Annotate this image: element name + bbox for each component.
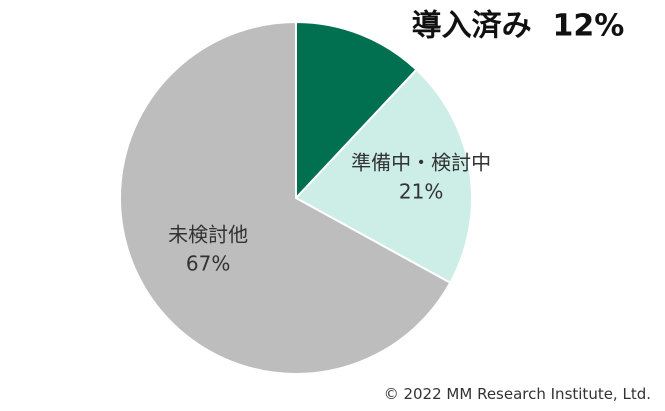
copyright-notice: © 2022 MM Research Institute, Ltd.	[383, 385, 651, 403]
slice-category-label: 準備中・検討中	[351, 151, 491, 175]
pie-slice	[294, 68, 473, 285]
pie-labels: 導入済み 12% 準備中・検討中 21% 未検討他 67%	[168, 9, 624, 276]
pie-slice	[295, 20, 418, 201]
slice-value-label: 67%	[186, 251, 230, 275]
slice-category-label: 未検討他	[168, 222, 248, 246]
slice-value-label: 21%	[399, 180, 443, 204]
slice-callout-label: 導入済み 12%	[412, 9, 625, 44]
pie-slices	[119, 20, 473, 375]
pie-slice	[119, 20, 452, 375]
